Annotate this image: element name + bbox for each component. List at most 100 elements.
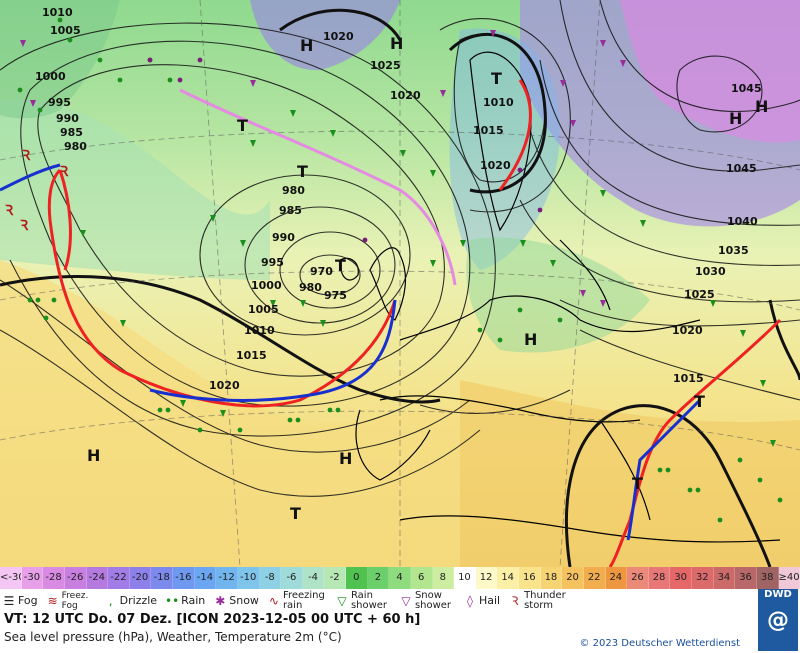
isobar-label: 1010: [244, 324, 275, 337]
scale-cell: -14: [194, 567, 217, 589]
isobar-label: 1010: [42, 6, 73, 19]
legend-item-rain-shower: ▽ Rain shower: [333, 591, 391, 611]
isobar-label: 975: [324, 289, 347, 302]
high-pressure-center: H: [524, 330, 538, 349]
legend-item-snow-shower: ▽ Snow shower: [397, 591, 455, 611]
legend-item-freezing-rain: ∿ Freezing rain: [265, 591, 327, 611]
low-pressure-center: T: [491, 69, 502, 88]
fog-icon: ☰: [3, 594, 15, 608]
high-pressure-center: H: [339, 449, 353, 468]
scale-cell: -30: [21, 567, 44, 589]
isobar-label: 1005: [50, 24, 81, 37]
isobar-label: 1015: [473, 124, 504, 137]
scale-cell: 22: [583, 567, 606, 589]
scale-cell: -18: [151, 567, 173, 589]
isobar-label: 995: [48, 96, 71, 109]
legend-item-snow: ✱ Snow: [211, 594, 259, 608]
isobar-label: 1020: [390, 89, 421, 102]
scale-cell: 30: [670, 567, 692, 589]
svg-text:Ꝛ: Ꝛ: [59, 164, 69, 180]
scale-cell: -28: [43, 567, 65, 589]
isobar-label: 1045: [731, 82, 762, 95]
isobar-label: 985: [279, 204, 302, 217]
scale-cell: -2: [324, 567, 346, 589]
isobar-label: 1010: [483, 96, 514, 109]
low-pressure-center: T: [632, 474, 643, 493]
thunderstorm-icon: Ꝛ: [511, 594, 519, 608]
legend-item-hail: ◊ Hail: [461, 594, 500, 608]
isobar-label: 995: [261, 256, 284, 269]
svg-text:Ꝛ: Ꝛ: [19, 218, 29, 234]
scale-cell: 36: [735, 567, 757, 589]
scale-cell: -22: [108, 567, 130, 589]
rain-icon: ••: [165, 594, 180, 608]
valid-time: VT: 12 UTC Do. 07 Dez. [ICON 2023-12-05 …: [4, 612, 421, 627]
legend-item-thunderstorm: Ꝛ Thunder storm: [506, 591, 572, 611]
isobar-label: 1005: [248, 303, 279, 316]
isobar-label: 1020: [480, 159, 511, 172]
scale-cell: 16: [519, 567, 541, 589]
dwd-logo-text: DWD: [764, 589, 792, 600]
isobar-label: 980: [282, 184, 305, 197]
scale-cell: 38: [756, 567, 779, 589]
high-pressure-center: H: [300, 36, 314, 55]
scale-cell: 28: [648, 567, 671, 589]
scale-cell: 0: [346, 567, 368, 589]
isobar-label: 985: [60, 126, 83, 139]
scale-cell: -24: [86, 567, 109, 589]
legend-item-fog: ☰ Fog: [0, 594, 38, 608]
swirl-icon: @: [767, 608, 789, 633]
scale-cell: 26: [627, 567, 649, 589]
scale-cell: 12: [475, 567, 498, 589]
copyright: © 2023 Deutscher Wetterdienst: [579, 638, 740, 649]
snow-icon: ✱: [215, 594, 226, 608]
isobar-label: 1020: [672, 324, 703, 337]
scale-cell: 34: [713, 567, 736, 589]
isobar-label: 980: [299, 281, 322, 294]
scale-cell: -8: [259, 567, 282, 589]
svg-text:Ꝛ: Ꝛ: [4, 203, 14, 219]
isobar-label: 990: [56, 112, 79, 125]
scale-cell: 2: [367, 567, 390, 589]
scale-cell: 4: [389, 567, 411, 589]
isobar-label: 1020: [323, 30, 354, 43]
isobar-label: 1020: [209, 379, 240, 392]
freezing-rain-icon: ∿: [268, 594, 279, 608]
hail-icon: ◊: [466, 594, 473, 608]
svg-text:Ꝛ: Ꝛ: [21, 148, 31, 164]
rain-shower-icon: ▽: [337, 594, 347, 608]
snow-shower-icon: ▽: [401, 594, 411, 608]
isobar-label: 1035: [718, 244, 749, 257]
high-pressure-center: H: [729, 109, 743, 128]
isobar-label: 1045: [726, 162, 757, 175]
dwd-logo: DWD @: [758, 589, 798, 651]
isobar-label: 970: [310, 265, 333, 278]
scale-cell: -20: [129, 567, 152, 589]
scale-cell: 32: [692, 567, 714, 589]
legend-item-freezing-fog: ≋ Freez. Fog: [44, 591, 96, 611]
low-pressure-center: T: [297, 162, 308, 181]
scale-cell: -16: [173, 567, 195, 589]
low-pressure-center: T: [694, 392, 705, 411]
map-description: Sea level pressure (hPa), Weather, Tempe…: [4, 630, 342, 644]
scale-cell: 8: [432, 567, 455, 589]
high-pressure-center: H: [755, 97, 769, 116]
freezing-fog-icon: ≋: [47, 594, 58, 608]
isobar-label: 1015: [236, 349, 267, 362]
isobar-label: 1025: [684, 288, 715, 301]
scale-cell: <-30: [0, 567, 22, 589]
scale-cell: -10: [237, 567, 260, 589]
scale-cell: -4: [302, 567, 325, 589]
isobar-label: 1000: [251, 279, 282, 292]
isobar-label: 1025: [370, 59, 401, 72]
scale-cell: -26: [64, 567, 87, 589]
isobar-label: 990: [272, 231, 295, 244]
isobar-label: 1040: [727, 215, 758, 228]
scale-cell: ≥40 °C: [778, 567, 800, 589]
drizzle-icon: ,: [108, 594, 113, 608]
scale-cell: -12: [216, 567, 238, 589]
scale-cell: 10: [454, 567, 476, 589]
scale-cell: 24: [605, 567, 628, 589]
